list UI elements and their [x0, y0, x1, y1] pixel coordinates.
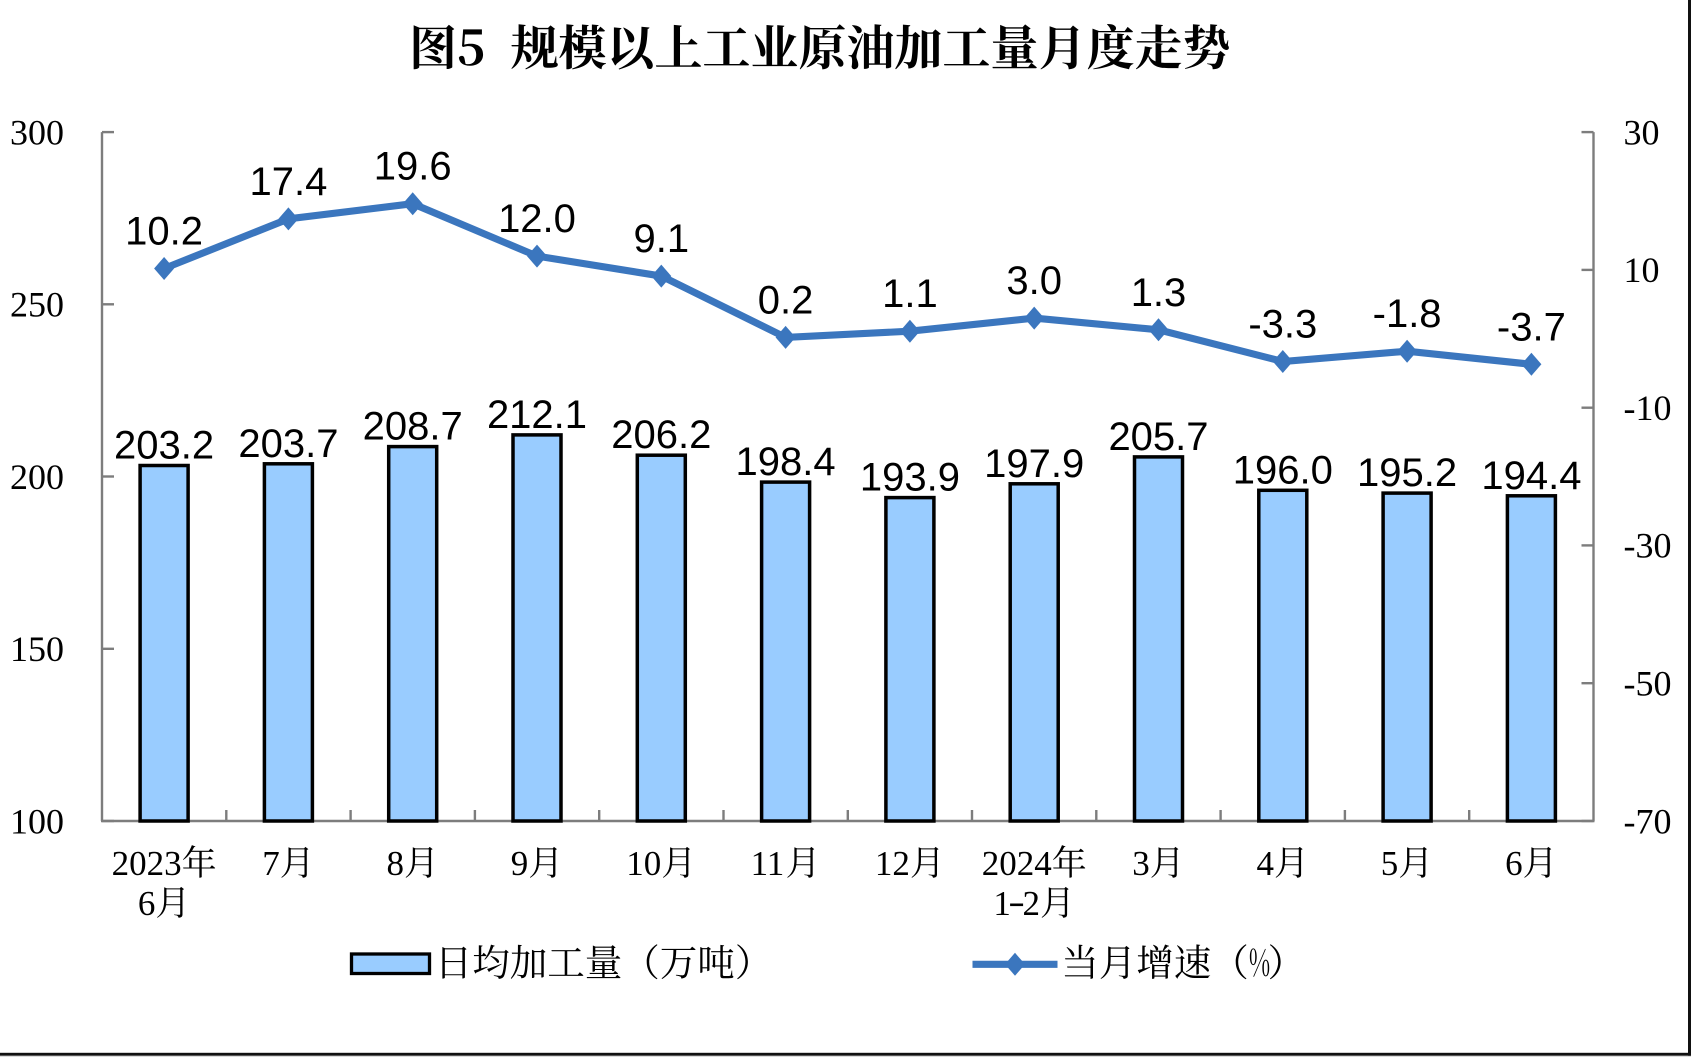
svg-text:17.4: 17.4: [249, 160, 327, 204]
svg-text:19.6: 19.6: [374, 145, 452, 189]
svg-text:-10: -10: [1624, 388, 1672, 428]
svg-text:2023: 2023: [112, 844, 182, 883]
svg-text:-3.3: -3.3: [1248, 303, 1317, 347]
svg-text:208.7: 208.7: [363, 405, 463, 449]
svg-text:9: 9: [511, 844, 529, 883]
svg-text:203.7: 203.7: [238, 422, 338, 466]
svg-text:1: 1: [993, 884, 1011, 923]
svg-text:10.2: 10.2: [125, 210, 203, 254]
svg-text:196.0: 196.0: [1233, 448, 1333, 492]
svg-text:197.9: 197.9: [984, 442, 1084, 486]
svg-text:2: 2: [1023, 884, 1041, 923]
svg-text:9.1: 9.1: [633, 217, 689, 261]
svg-text:205.7: 205.7: [1108, 415, 1208, 459]
svg-text:150: 150: [10, 629, 64, 669]
svg-text:6: 6: [138, 884, 156, 923]
svg-text:212.1: 212.1: [487, 393, 587, 437]
svg-text:200: 200: [10, 457, 64, 497]
svg-text:1.3: 1.3: [1131, 271, 1187, 315]
svg-text:12.0: 12.0: [498, 197, 576, 241]
svg-text:-30: -30: [1624, 526, 1672, 566]
svg-text:193.9: 193.9: [860, 456, 960, 500]
svg-text:11: 11: [751, 844, 785, 883]
svg-text:194.4: 194.4: [1481, 454, 1581, 498]
svg-text:250: 250: [10, 285, 64, 325]
svg-text:300: 300: [10, 112, 64, 152]
svg-text:-50: -50: [1624, 664, 1672, 704]
svg-text:100: 100: [10, 801, 64, 841]
svg-text:3: 3: [1132, 844, 1150, 883]
svg-text:5: 5: [1381, 844, 1399, 883]
svg-text:30: 30: [1624, 112, 1660, 152]
svg-text:10: 10: [626, 844, 661, 883]
svg-text:206.2: 206.2: [611, 413, 711, 457]
svg-text:-70: -70: [1624, 801, 1672, 841]
svg-text:4: 4: [1257, 844, 1275, 883]
svg-text:8: 8: [387, 844, 405, 883]
svg-text:6: 6: [1505, 844, 1523, 883]
svg-text:198.4: 198.4: [736, 440, 836, 484]
svg-text:-1.8: -1.8: [1373, 292, 1442, 336]
svg-text:1.1: 1.1: [882, 272, 938, 316]
svg-text:0.2: 0.2: [758, 278, 814, 322]
svg-text:3.0: 3.0: [1006, 259, 1062, 303]
svg-text:10: 10: [1624, 250, 1660, 290]
svg-text:7: 7: [262, 844, 280, 883]
svg-text:2024: 2024: [982, 844, 1052, 883]
svg-text:-3.7: -3.7: [1497, 305, 1566, 349]
svg-text:203.2: 203.2: [114, 424, 214, 468]
svg-text:195.2: 195.2: [1357, 451, 1457, 495]
svg-text:12: 12: [875, 844, 910, 883]
